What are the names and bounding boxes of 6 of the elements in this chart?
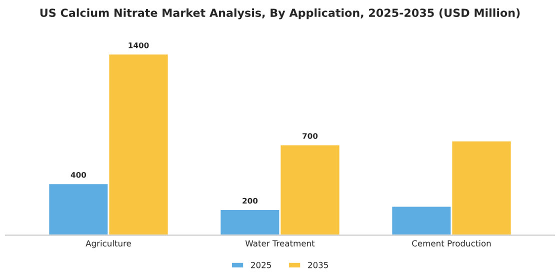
x-tick-label: Water Treatment xyxy=(245,240,315,247)
x-tick-label: Agriculture xyxy=(86,240,131,248)
legend-label: 2025 xyxy=(251,262,271,268)
chart-title: US Calcium Nitrate Market Analysis, By Application, 2025-2035 (USD Million) xyxy=(40,8,520,20)
legend-label: 2035 xyxy=(308,262,328,268)
x-tick-label: Cement Production xyxy=(412,240,491,247)
